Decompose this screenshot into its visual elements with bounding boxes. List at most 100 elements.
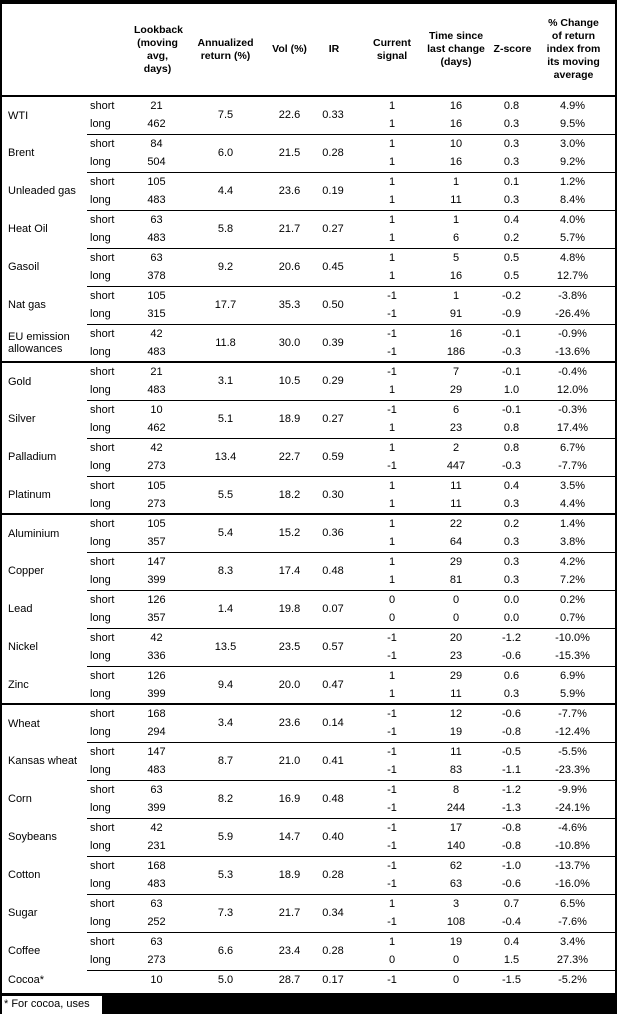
cell-pct-change: -0.4%: [544, 361, 615, 381]
cell-lookback: 483: [147, 764, 166, 777]
cell-ir: 0.14: [317, 703, 359, 742]
cell-pct-change: 4.2%: [544, 551, 615, 571]
cell-side: long: [90, 954, 111, 967]
cell-z-score: -1.2: [487, 627, 544, 647]
commodity-row-long: long 504 1 16 0.3 9.2%: [2, 153, 615, 172]
cell-side: long: [90, 422, 111, 435]
cell-side: long: [90, 118, 111, 131]
cell-vol: 23.5: [262, 627, 317, 666]
cell-time-since: 11: [425, 741, 487, 761]
cell-time-since: 20: [425, 627, 487, 647]
cell-current-signal: -1: [359, 817, 425, 837]
cell-z-score: 0.6: [487, 665, 544, 685]
cell-ir: 0.47: [317, 665, 359, 704]
cell-time-since: 23: [449, 650, 463, 663]
cell-pct-change: -15.3%: [555, 650, 590, 663]
cell-time-since: 29: [425, 551, 487, 571]
cell-current-signal: 1: [388, 118, 396, 131]
cell-side: long: [90, 384, 111, 397]
commodity-name: Lead: [8, 603, 33, 615]
cell-time-since: 8: [425, 779, 487, 799]
cell-pct-change: -3.8%: [544, 285, 615, 305]
cell-z-score: -1.0: [487, 855, 544, 875]
cell-pct-change: -12.4%: [555, 726, 590, 739]
commodity-name: Nickel: [8, 641, 38, 653]
cell-current-signal: -1: [359, 741, 425, 761]
column-header-annualized-return: Annualized return (%): [189, 4, 262, 97]
cell-current-signal: -1: [359, 285, 425, 305]
cell-side: short: [87, 475, 132, 495]
cell-lookback: 294: [147, 726, 166, 739]
cell-pct-change: -9.9%: [544, 779, 615, 799]
cell-side: long: [90, 498, 111, 510]
commodity-row-single: Cocoa* 10 5.0 28.7 0.17 -1 0 -1.5 -5.2%: [2, 969, 615, 989]
cell-ir: 0.36: [317, 513, 359, 552]
cell-ir: 0.39: [317, 323, 359, 362]
cell-side: short: [87, 551, 132, 571]
cell-pct-change: 5.9%: [559, 688, 586, 700]
commodity-row-long: long 273 -1 447 -0.3 -7.7%: [2, 457, 615, 476]
cell-vol: 22.6: [262, 95, 317, 134]
cell-pct-change: 1.4%: [544, 513, 615, 533]
cell-time-since: 19: [425, 931, 487, 951]
cell-side: short: [87, 779, 132, 799]
commodity-row-short: Nat gas short 105 17.7 35.3 0.50 -1 1 -0.2 -3.8%: [2, 285, 615, 324]
cell-time-since: 0: [425, 589, 487, 609]
cell-pct-change: 9.2%: [559, 156, 586, 169]
commodity-row-short: Lead short 126 1.4 19.8 0.07 0 0 0.0 0.2%: [2, 589, 615, 628]
cell-pct-change: 3.5%: [544, 475, 615, 495]
cell-pct-change: 9.5%: [559, 118, 586, 131]
commodity-name: Wheat: [2, 703, 87, 742]
cell-vol: 16.9: [262, 779, 317, 818]
cell-annualized-return: 13.4: [189, 437, 262, 476]
cell-lookback: 21: [132, 361, 189, 381]
cell-lookback: 126: [132, 665, 189, 685]
cell-time-since: 0: [452, 612, 460, 625]
commodity-row-long: long 273 1 11 0.3 4.4%: [2, 495, 615, 514]
cell-z-score: 0.0: [487, 589, 544, 609]
cell-time-since: 81: [449, 574, 463, 587]
commodity-row-long: long 378 1 16 0.5 12.7%: [2, 267, 615, 286]
cell-current-signal: -1: [359, 323, 425, 343]
cell-lookback: 147: [132, 741, 189, 761]
cell-pct-change: 4.8%: [544, 247, 615, 267]
cell-pct-change: -23.3%: [555, 764, 590, 777]
cell-lookback: 462: [147, 118, 166, 131]
commodity-row-short: EU emission allowances short 42 11.8 30.0 0.3…: [2, 323, 615, 362]
commodity-row-long: long 483 1 11 0.3 8.4%: [2, 191, 615, 210]
cell-annualized-return: 3.4: [189, 703, 262, 742]
commodity-name: Gold: [2, 361, 87, 400]
cell-annualized-return: 6.6: [189, 931, 262, 970]
cell-time-since: 17: [425, 817, 487, 837]
cell-time-since: 11: [450, 688, 462, 700]
cell-ir: 0.30: [317, 475, 359, 514]
cell-lookback: 105: [132, 285, 189, 305]
cell-pct-change: -5.5%: [544, 741, 615, 761]
commodity-row-short: Cotton short 168 5.3 18.9 0.28 -1 62 -1.0 -13.7%: [2, 855, 615, 894]
cell-time-since: 6: [452, 232, 460, 245]
cell-z-score: -0.6: [487, 703, 544, 723]
cell-side: short: [87, 627, 132, 647]
commodity-row-long: long 483 -1 186 -0.3 -13.6%: [2, 343, 615, 362]
cell-current-signal: 1: [388, 536, 396, 549]
cell-lookback: 168: [132, 855, 189, 875]
cell-pct-change: 7.2%: [559, 574, 586, 587]
commodity-row-short: Zinc short 126 9.4 20.0 0.47 1 29 0.6 6.9%: [2, 665, 615, 704]
cell-side: short: [87, 703, 132, 723]
cell-annualized-return: 13.5: [189, 627, 262, 666]
commodity-name: Corn: [8, 793, 32, 805]
cell-pct-change: 0.7%: [559, 612, 586, 625]
cell-lookback: 168: [132, 703, 189, 723]
cell-z-score: -1.5: [487, 969, 544, 989]
cell-lookback: 504: [147, 156, 166, 169]
cell-z-score: -0.9: [502, 308, 521, 321]
column-header-side: [87, 4, 132, 97]
cell-time-since: 91: [449, 308, 463, 321]
cell-z-score: 0.3: [503, 536, 520, 549]
cell-lookback: 399: [147, 802, 166, 815]
cell-time-since: 22: [425, 513, 487, 533]
footnote: * For cocoa, uses: [2, 993, 615, 1014]
cell-vol: 21.0: [262, 741, 317, 780]
cell-annualized-return: 5.1: [189, 399, 262, 438]
